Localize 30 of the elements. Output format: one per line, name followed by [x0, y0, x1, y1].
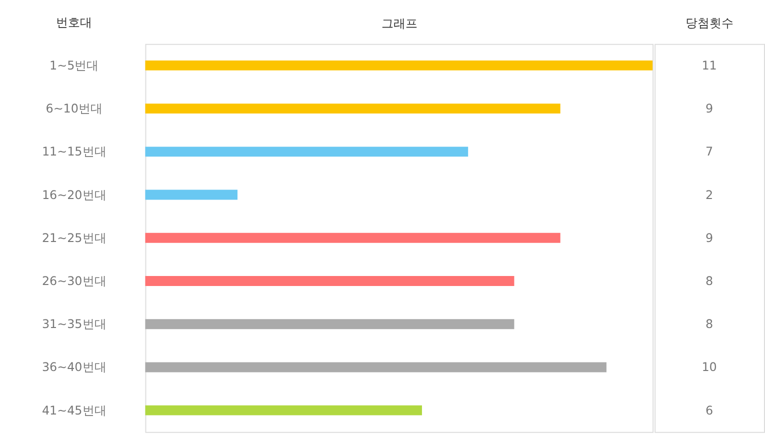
- bar: [145, 276, 514, 286]
- data-label: 10: [702, 360, 717, 374]
- bar: [145, 362, 606, 372]
- bar: [145, 146, 468, 157]
- y-tick-label: 31~35번대: [42, 317, 106, 332]
- y-tick-label: 6~10번대: [46, 102, 102, 116]
- data-label: 9: [705, 102, 714, 116]
- y-tick-label: 26~30번대: [42, 274, 106, 288]
- text: 당첨횟수: [685, 16, 734, 30]
- y-tick-label: 11~15번대: [42, 144, 106, 159]
- data-label: 9: [705, 230, 714, 245]
- data-label: 6: [705, 403, 714, 418]
- y-tick-label: 41~45번대: [42, 403, 106, 418]
- data-label: 8: [705, 274, 714, 288]
- bar: [145, 104, 560, 114]
- bar: [145, 232, 560, 243]
- y-axis-title: 번호대: [56, 15, 92, 30]
- data-label: 7: [705, 144, 714, 159]
- data-label: 8: [705, 317, 714, 332]
- bar: [145, 319, 514, 330]
- data-label: 11: [702, 58, 717, 72]
- data-label: 2: [705, 188, 714, 202]
- y-tick-label: 21~25번대: [42, 230, 106, 245]
- y-tick-label: 36~40번대: [42, 360, 106, 374]
- bar: [145, 190, 238, 200]
- bar: [145, 405, 422, 416]
- bar: [145, 60, 653, 70]
- y-tick-label: 1~5번대: [50, 58, 99, 72]
- y-tick-label: 16~20번대: [42, 188, 106, 202]
- x-axis-title: 그래프: [381, 16, 418, 30]
